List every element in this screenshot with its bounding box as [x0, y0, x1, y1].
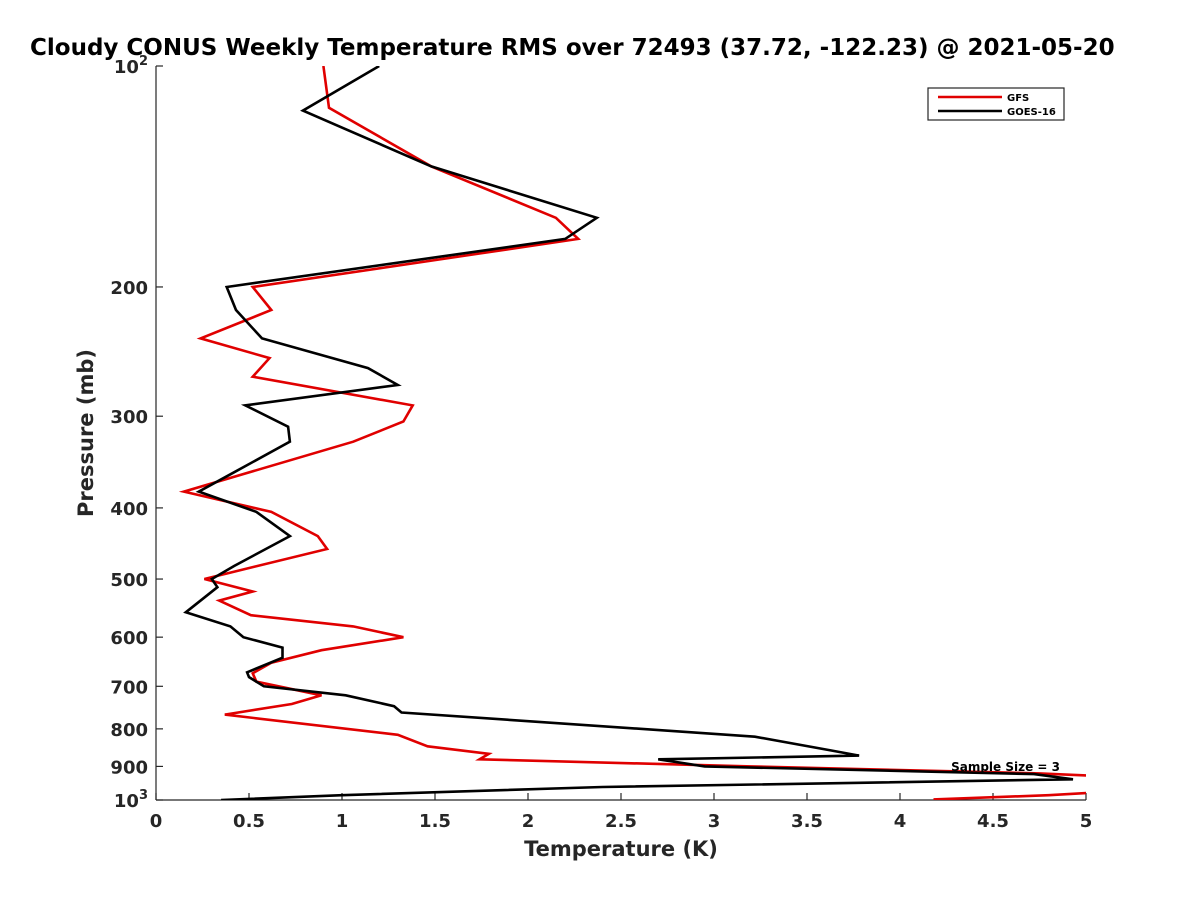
y-tick-label: 600	[110, 628, 148, 649]
x-tick-label: 2.5	[605, 811, 637, 832]
x-axis-label: Temperature (K)	[524, 837, 718, 861]
legend: GFS GOES-16	[927, 87, 1065, 121]
y-tick-base: 300	[110, 407, 148, 428]
x-tick-label: 1.5	[419, 811, 451, 832]
y-tick-label: 500	[110, 570, 148, 591]
y-tick-exponent: 2	[139, 54, 148, 69]
x-tick-label: 1	[336, 811, 349, 832]
x-tick-label: 4.5	[977, 811, 1009, 832]
legend-label-gfs: GFS	[1007, 93, 1029, 104]
sample-size-annotation: Sample Size = 3	[951, 760, 1060, 774]
legend-box	[927, 87, 1065, 121]
y-tick-base: 600	[110, 628, 148, 649]
y-tick-base: 10	[114, 57, 139, 78]
y-tick-label: 900	[110, 757, 148, 778]
y-tick-label: 300	[110, 407, 148, 428]
y-tick-base: 700	[110, 677, 148, 698]
chart-title: Cloudy CONUS Weekly Temperature RMS over…	[30, 35, 1115, 61]
legend-label-goes16: GOES-16	[1007, 107, 1056, 118]
y-tick-exponent: 3	[139, 788, 148, 803]
y-tick-label: 800	[110, 720, 148, 741]
x-tick-label: 4	[894, 811, 907, 832]
y-tick-label: 103	[114, 788, 148, 812]
y-tick-base: 500	[110, 570, 148, 591]
y-tick-label: 700	[110, 677, 148, 698]
y-tick-base: 400	[110, 499, 148, 520]
x-tick-label: 3.5	[791, 811, 823, 832]
y-tick-base: 900	[110, 757, 148, 778]
y-tick-label: 102	[114, 54, 148, 78]
y-tick-label: 400	[110, 499, 148, 520]
y-tick-base: 200	[110, 278, 148, 299]
x-tick-label: 0	[150, 811, 163, 832]
x-tick-label: 0.5	[233, 811, 265, 832]
y-tick-base: 800	[110, 720, 148, 741]
y-axis-label: Pressure (mb)	[74, 349, 98, 517]
y-tick-label: 200	[110, 278, 148, 299]
plot-area: 0 0.5 1 1.5 2 2.5 3 3.5 4 4.5 51022003004005006007…	[110, 54, 1092, 832]
x-tick-label: 3	[708, 811, 721, 832]
y-tick-base: 10	[114, 791, 139, 812]
x-tick-label: 2	[522, 811, 535, 832]
series-group	[178, 66, 1086, 800]
series-line-goes16	[183, 66, 1074, 800]
axis-ticks: 0 0.5 1 1.5 2 2.5 3 3.5 4 4.5 51022003004005006007…	[110, 54, 1092, 832]
x-tick-label: 5	[1080, 811, 1093, 832]
series-line-gfs	[178, 66, 1086, 800]
